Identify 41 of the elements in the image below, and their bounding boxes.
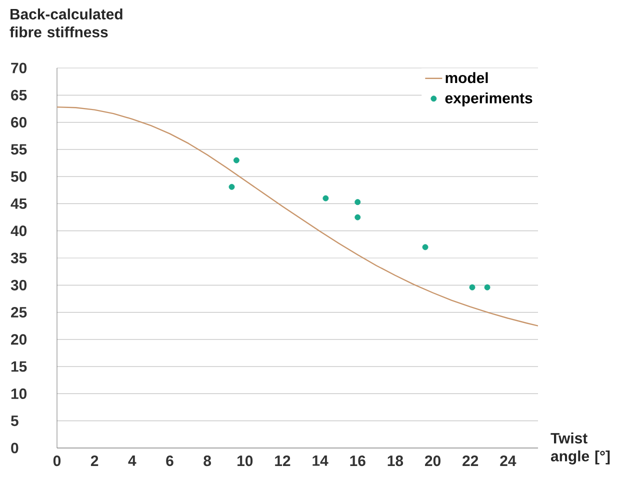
x-tick-label: 4 xyxy=(128,456,136,466)
x-tick-label: 16 xyxy=(350,456,366,466)
x-tick-label: 22 xyxy=(462,456,478,466)
y-tick-label: 30 xyxy=(10,280,27,290)
point xyxy=(469,284,476,290)
y-tick-label: 40 xyxy=(10,226,27,236)
x-tick-label: 0 xyxy=(53,456,61,466)
point xyxy=(422,244,428,250)
x-tick-label: 8 xyxy=(204,456,212,466)
point xyxy=(354,214,361,220)
point xyxy=(322,195,329,202)
x-tick-label: 20 xyxy=(424,456,440,466)
x-tick-label: 12 xyxy=(275,456,290,466)
x-tick-label: 14 xyxy=(312,456,328,466)
x-tick-label: 24 xyxy=(500,456,516,466)
y-tick-label: 10 xyxy=(11,388,27,399)
y-tick-label: 65 xyxy=(11,90,27,100)
y-tick-label: 70 xyxy=(11,62,27,74)
y-tick-label: 35 xyxy=(10,252,27,264)
x-tick-label: 18 xyxy=(388,456,404,466)
point xyxy=(228,184,235,190)
x-tick-label: 2 xyxy=(90,456,98,466)
y-tick-label: 55 xyxy=(10,144,27,155)
y-axis-title: Back-calculated fibre stiffness xyxy=(10,8,122,38)
line-series xyxy=(57,106,538,326)
x-axis-title: Twist angle [°] xyxy=(550,432,610,464)
legend-label: experiments xyxy=(445,92,532,106)
y-tick-label: 45 xyxy=(10,198,27,209)
y-tick-label: 25 xyxy=(11,306,27,318)
y-tick-label: 0 xyxy=(11,442,18,454)
point xyxy=(354,199,361,206)
y-tick-label: 60 xyxy=(11,116,27,128)
point xyxy=(233,157,240,164)
x-tick-label: 10 xyxy=(238,456,253,466)
y-tick-label: 20 xyxy=(11,334,27,345)
point xyxy=(484,284,490,290)
y-tick-label: 15 xyxy=(11,361,27,372)
x-tick-label: 6 xyxy=(166,456,174,466)
y-tick-label: 5 xyxy=(10,416,18,426)
legend-label: model xyxy=(446,72,488,84)
y-tick-label: 50 xyxy=(10,171,27,182)
